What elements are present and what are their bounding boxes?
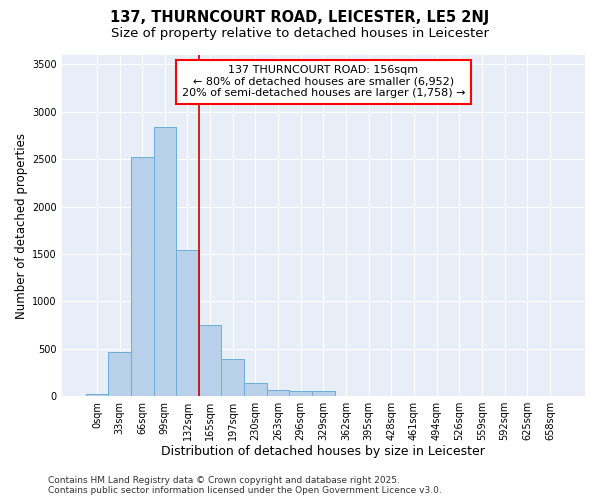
- Text: 137, THURNCOURT ROAD, LEICESTER, LE5 2NJ: 137, THURNCOURT ROAD, LEICESTER, LE5 2NJ: [110, 10, 490, 25]
- Bar: [199, 325, 221, 396]
- Bar: [244, 383, 267, 396]
- Y-axis label: Number of detached properties: Number of detached properties: [15, 132, 28, 318]
- Text: Size of property relative to detached houses in Leicester: Size of property relative to detached ho…: [111, 28, 489, 40]
- X-axis label: Distribution of detached houses by size in Leicester: Distribution of detached houses by size …: [161, 444, 485, 458]
- Bar: [312, 391, 335, 396]
- Text: Contains HM Land Registry data © Crown copyright and database right 2025.
Contai: Contains HM Land Registry data © Crown c…: [48, 476, 442, 495]
- Bar: [176, 250, 199, 396]
- Bar: [289, 392, 312, 396]
- Bar: [108, 352, 131, 396]
- Text: 137 THURNCOURT ROAD: 156sqm
← 80% of detached houses are smaller (6,952)
20% of : 137 THURNCOURT ROAD: 156sqm ← 80% of det…: [182, 65, 465, 98]
- Bar: [267, 390, 289, 396]
- Bar: [221, 359, 244, 396]
- Bar: [131, 158, 154, 396]
- Bar: [86, 394, 108, 396]
- Bar: [154, 127, 176, 396]
